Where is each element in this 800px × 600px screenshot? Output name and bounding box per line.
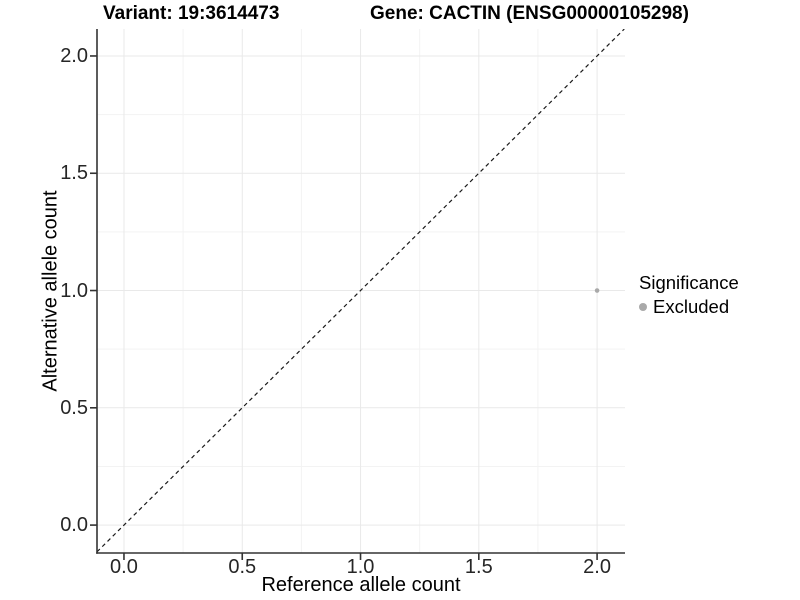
x-tick-label: 2.0 <box>583 556 611 578</box>
x-tick-label: 0.0 <box>110 556 138 578</box>
legend-item-excluded: Excluded <box>639 296 739 318</box>
x-axis-title: Reference allele count <box>261 574 461 596</box>
y-axis-title: Alternative allele count <box>39 190 62 392</box>
y-tick-label: 2.0 <box>60 44 88 67</box>
legend-title: Significance <box>639 272 739 293</box>
plot-panel-canvas <box>90 29 625 560</box>
y-tick-label: 0.0 <box>60 514 88 537</box>
data-point <box>594 288 600 293</box>
excluded-point-icon <box>639 303 647 311</box>
x-tick-label: 0.5 <box>228 556 257 578</box>
gene-title: Gene: CACTIN (ENSG00000105298) <box>370 3 689 24</box>
legend-item-label: Excluded <box>653 296 730 317</box>
identity-line <box>96 29 625 553</box>
y-tick-label: 1.0 <box>60 279 88 302</box>
variant-title: Variant: 19:3614473 <box>103 3 280 24</box>
x-tick-label: 1.0 <box>346 556 375 578</box>
x-tick-label: 1.5 <box>464 556 493 578</box>
y-tick-label: 0.5 <box>60 396 88 419</box>
y-tick-label: 1.5 <box>60 162 88 185</box>
legend: Significance Excluded <box>639 272 739 318</box>
